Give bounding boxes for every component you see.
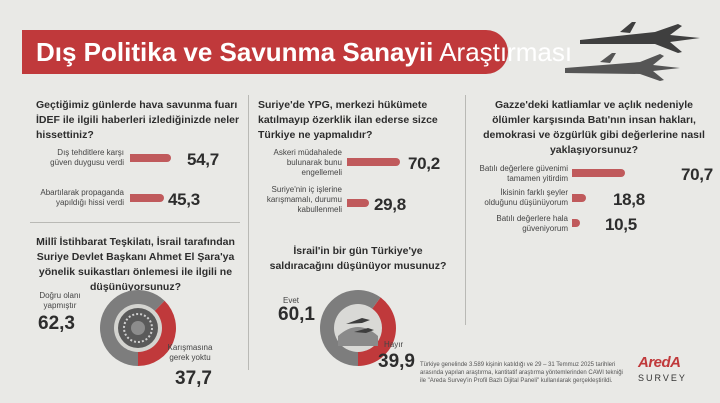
chart4-question: Millî İstihbarat Teşkilatı, İsrail taraf… xyxy=(36,236,235,293)
chart3-label-0: Batılı değerlere güvenimi tamamen yitird… xyxy=(479,164,569,183)
chart2-bar-1 xyxy=(347,199,370,207)
chart3-label-1: İkisinin farklı şeyler olduğunu düşünüyo… xyxy=(484,188,568,207)
chart5-question: İsrail'in bir gün Türkiye'ye saldıracağı… xyxy=(269,245,447,272)
chart2-label-1: Suriye'nin iç işlerine karışmamalı, duru… xyxy=(266,185,342,214)
chart3-question: Gazze'deki katliamlar ve açlık nedeniyle… xyxy=(483,99,705,156)
chart2-question: Suriye'de YPG, merkezi hükümete katılmay… xyxy=(258,99,438,141)
chart1-value-1: 45,3 xyxy=(168,190,200,209)
fighter-jets-illustration xyxy=(565,22,700,81)
chart1-label-0: Dış tehditlere karşı güven duygusu verdi xyxy=(50,148,124,167)
chart3-bar-2 xyxy=(572,219,580,227)
logo-sub: SURVEY xyxy=(638,373,687,383)
chart5-label-0: Evet xyxy=(283,296,300,305)
chart2-value-0: 70,2 xyxy=(408,154,440,173)
chart4-label-0: Doğru olanı yapmıştır xyxy=(39,291,81,310)
chart5-pie xyxy=(319,290,396,366)
chart1-question: Geçtiğimiz günlerde hava savunma fuarı İ… xyxy=(36,99,240,141)
chart1-value-0: 54,7 xyxy=(187,150,219,169)
chart2-bar-0 xyxy=(347,158,400,166)
chart3-value-2: 10,5 xyxy=(605,215,637,234)
chart1-label-1: Abartılarak propaganda yapıldığı hissi v… xyxy=(40,188,124,207)
chart4-value-0: 62,3 xyxy=(38,313,75,334)
chart5-label-1: Hayır xyxy=(384,340,404,349)
chart4-value-1: 37,7 xyxy=(175,368,212,389)
footnote: Türkiye genelinde 3.589 kişinin katıldığ… xyxy=(420,362,623,384)
chart3-label-2: Batılı değerlere hala güveniyorum xyxy=(496,214,568,233)
chart2-value-1: 29,8 xyxy=(374,195,406,214)
chart1-bar-1 xyxy=(130,194,164,202)
chart5-value-0: 60,1 xyxy=(278,304,315,325)
areda-survey-logo: AredA SURVEY xyxy=(638,354,708,394)
page-title: Dış Politika ve Savunma Sanayii Araştırm… xyxy=(22,30,572,74)
chart4-pie xyxy=(100,290,177,366)
chart1-bar-0 xyxy=(130,154,172,162)
logo-brand: AredA xyxy=(638,354,681,371)
chart3-bar-1 xyxy=(572,194,587,202)
chart2-label-0: Askeri müdahalede bulunarak bunu engelle… xyxy=(273,148,342,177)
chart5-value-1: 39,9 xyxy=(378,351,415,372)
chart3-value-1: 18,8 xyxy=(613,190,645,209)
chart3-bar-0 xyxy=(572,169,626,177)
chart4-label-1: Karışmasına gerek yoktu xyxy=(167,343,213,362)
chart3-value-0: 70,7 xyxy=(681,165,713,184)
